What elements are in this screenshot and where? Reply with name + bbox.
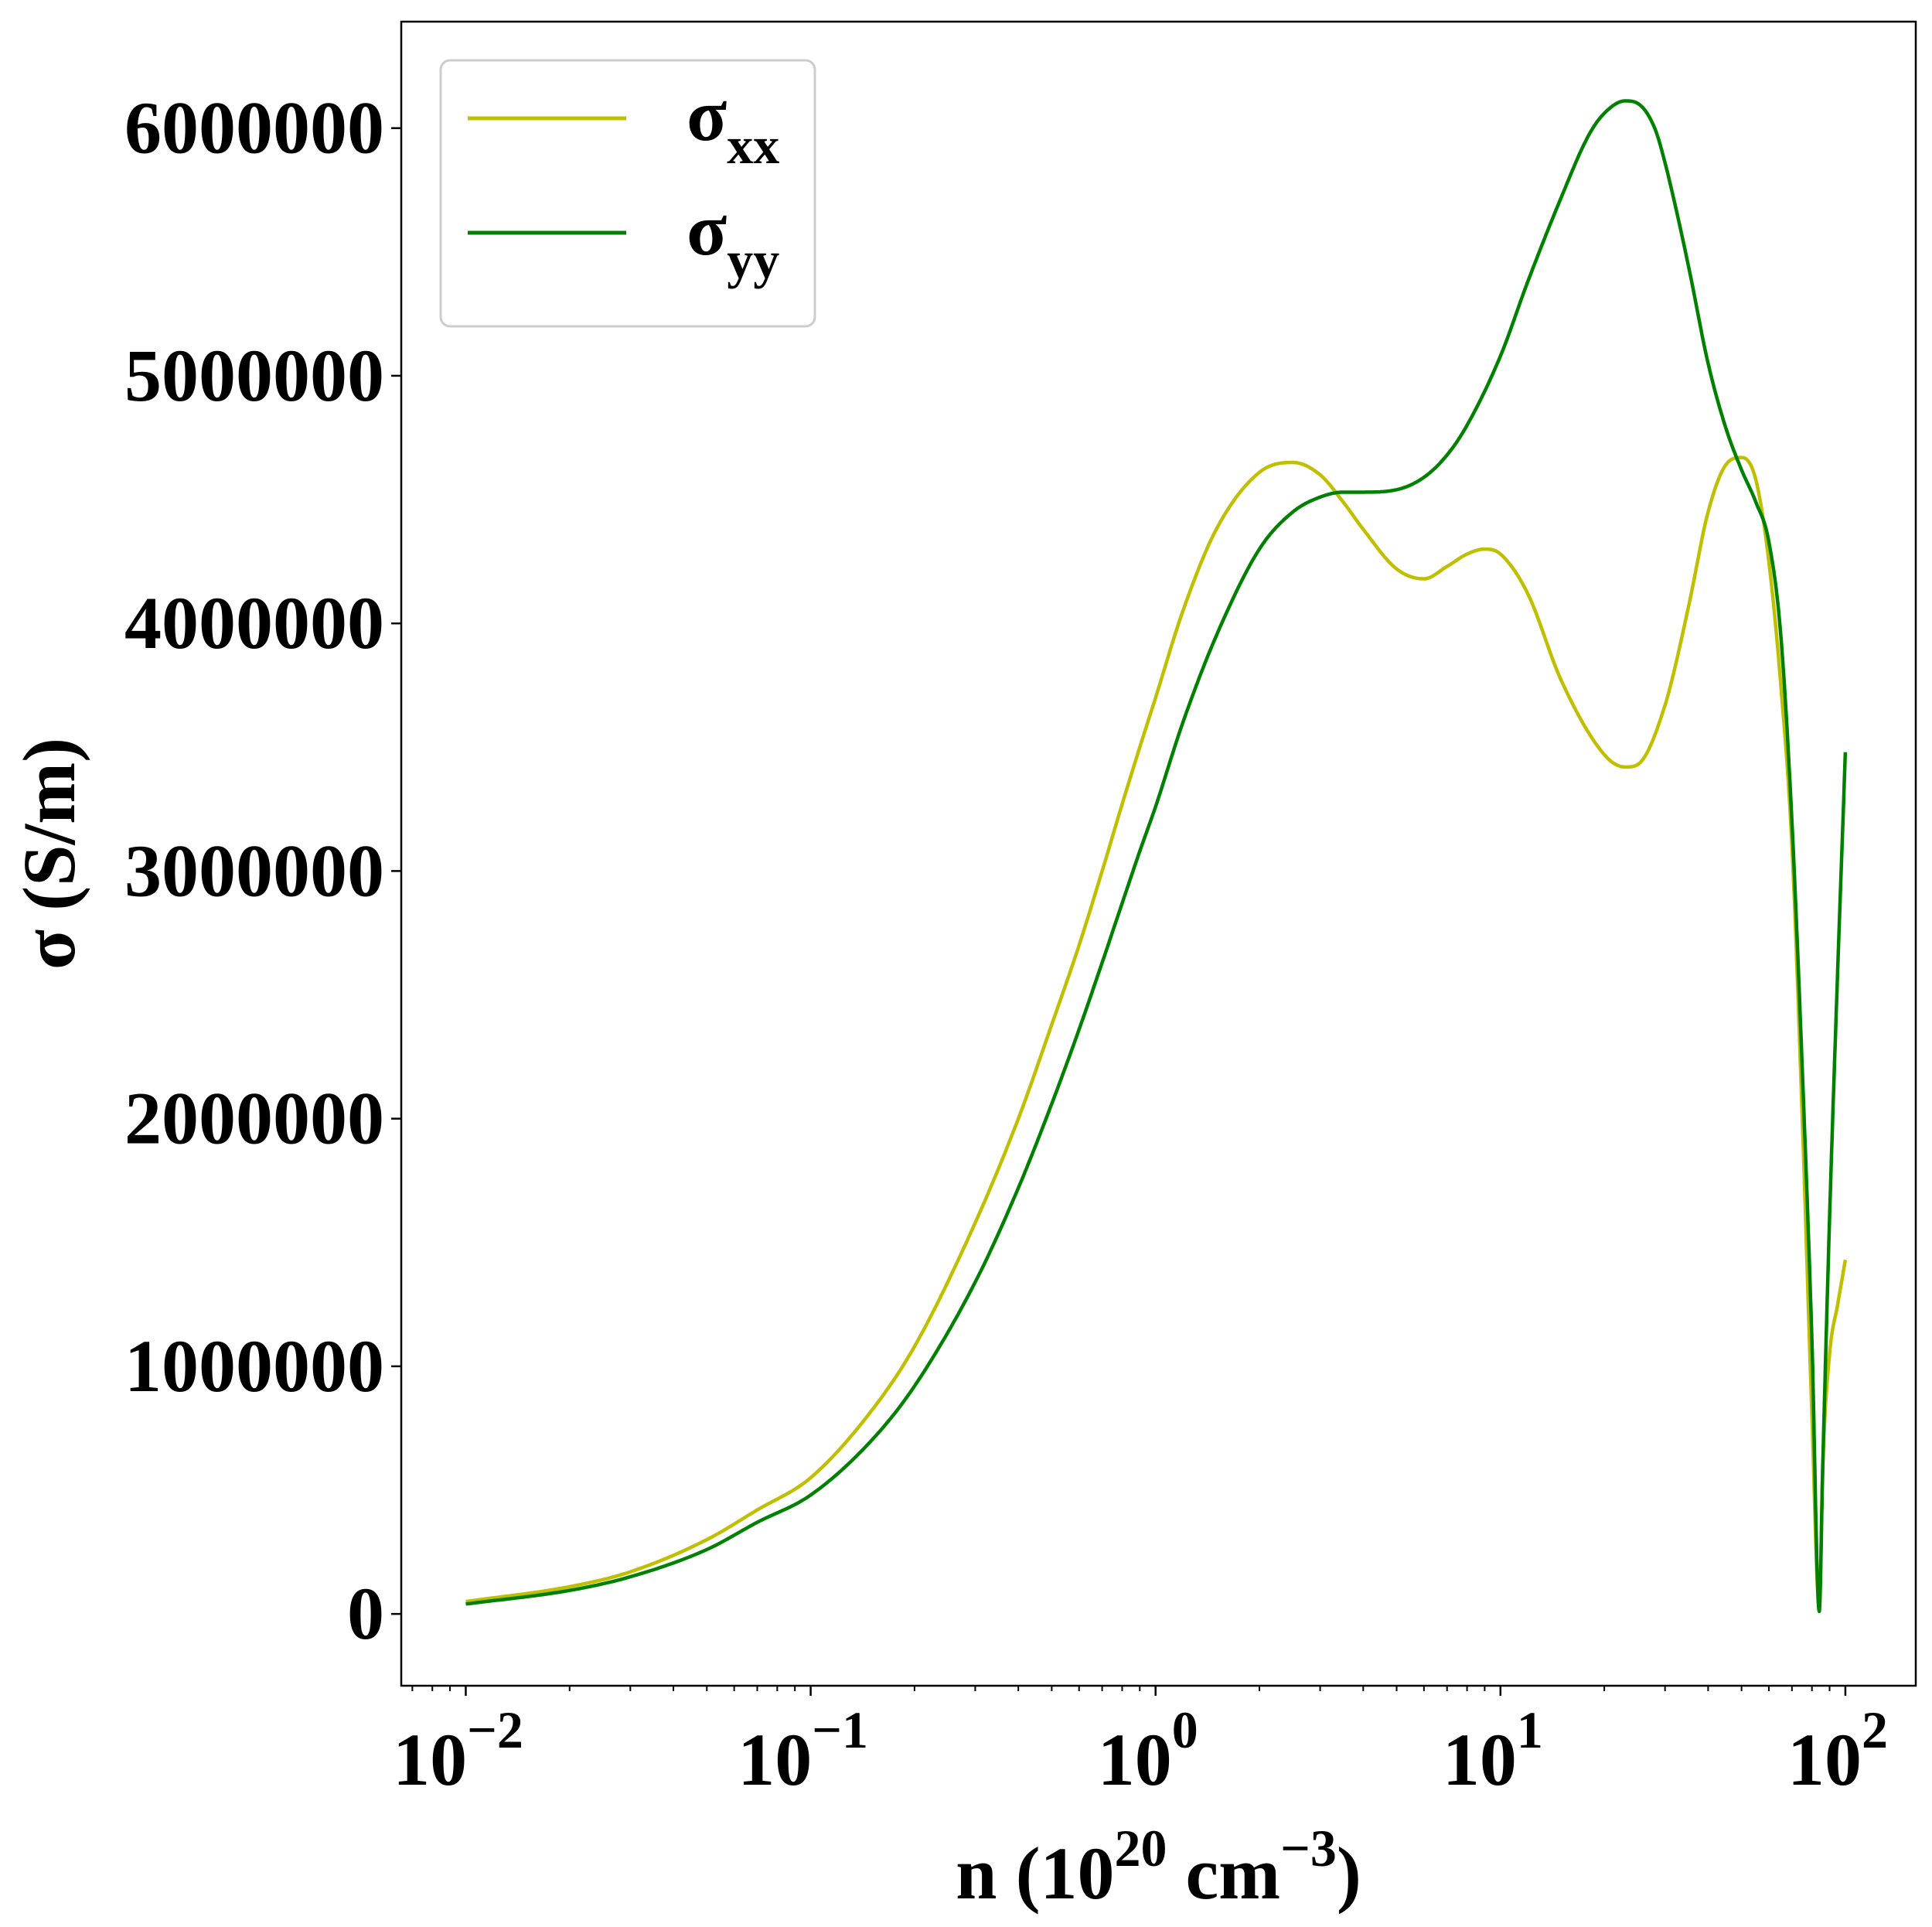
x-axis-label-base: n (10 [956,1832,1114,1915]
x-axis-label-sup2: −3 [1280,1819,1337,1878]
x-axis-label-sup1: 20 [1115,1819,1167,1878]
legend-label-sub: xx [727,116,779,175]
x-tick-label-base: 10 [1443,1718,1517,1801]
y-tick-label: 4000000 [124,582,384,664]
x-tick-label-base: 10 [1098,1718,1172,1801]
x-tick-label-base: 10 [393,1718,467,1801]
x-tick-label-exp: 1 [1517,1700,1543,1759]
y-tick-label: 3000000 [124,829,384,912]
y-tick-label: 6000000 [124,87,384,169]
x-tick-label-base: 10 [738,1718,812,1801]
y-tick-label: 2000000 [124,1077,384,1160]
y-tick-label: 5000000 [124,334,384,417]
y-tick-label: 1000000 [124,1325,384,1407]
x-tick-label-exp: −1 [812,1700,868,1759]
x-tick-label-exp: −2 [467,1700,523,1759]
x-tick-label-base: 10 [1787,1718,1862,1801]
y-axis-label: σ (S/m) [8,738,90,970]
y-tick-label: 0 [347,1572,384,1655]
legend-label-main: σ [687,188,727,271]
x-tick-label-exp: 2 [1862,1700,1888,1759]
legend-label-sub: yy [727,230,779,289]
x-tick-label-exp: 0 [1172,1700,1198,1759]
x-axis-label-mid: cm [1167,1832,1281,1915]
x-axis-label-end: ) [1337,1832,1361,1915]
legend-label-main: σ [687,73,727,156]
